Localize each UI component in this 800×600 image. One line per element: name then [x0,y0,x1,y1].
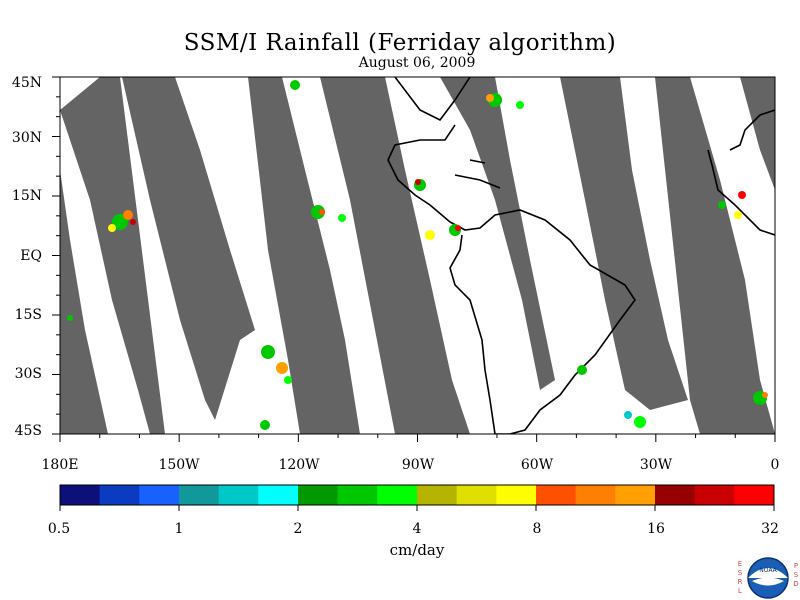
colorbar-swatch [179,485,220,505]
rain-cells [67,80,768,430]
lon-label-180e: 180E [41,457,79,473]
swath-gap-9 [740,77,775,190]
colorbar-swatch [456,485,497,505]
axis-ticks [52,76,776,442]
colorbar-swatch [298,485,339,505]
colorbar-swatch [60,485,101,505]
colorbar-label-1: 1 [174,521,184,537]
rain-cluster-2 [311,205,346,222]
colorbar-swatch [575,485,616,505]
map-date: August 06, 2009 [358,55,476,71]
colorbar-label-32: 32 [761,521,779,537]
colorbar-swatch [337,485,378,505]
colorbar-swatch [536,485,577,505]
swath-gap-3 [122,77,255,420]
lat-label-15s: 15S [14,307,42,323]
no-data-swaths [60,77,775,434]
swath-gap-6 [440,77,555,390]
colorbar-swatch [694,485,735,505]
colorbar-label-0-5: 0.5 [47,521,71,537]
colorbar-swatch [496,485,537,505]
noaa-logo-label: NOAA [759,567,777,574]
coastlines [387,77,775,434]
rain-cluster-4 [290,80,524,109]
colorbar-label-8: 8 [532,521,542,537]
lon-label-90w: 90W [401,457,435,473]
swath-gap-5 [320,77,470,434]
lon-label-150w: 150W [158,457,200,473]
swath-gap-1 [60,77,108,434]
colorbar-label-4: 4 [412,521,422,537]
lon-label-60w: 60W [520,457,554,473]
rain-cluster-3 [414,179,461,240]
colorbar-swatch [734,485,775,505]
swath-gap-2 [60,77,165,434]
swath-gap-8 [655,77,775,434]
caribbean-islands [454,159,501,189]
colorbar-swatch [417,485,458,505]
map-area [60,77,775,434]
noaa-logo-icon: NOAA [747,557,789,599]
rain-cluster-5 [260,345,292,430]
swath-gap-7 [560,77,688,410]
lon-label-30w: 30W [639,457,673,473]
lat-label-eq: EQ [20,248,42,264]
lat-label-15n: 15N [11,188,42,204]
colorbar-swatch [258,485,299,505]
rain-cluster-1 [108,210,136,232]
lon-label-120w: 120W [278,457,320,473]
lat-label-45s: 45S [14,423,42,439]
colorbar-swatch [655,485,696,505]
swath-gap-4 [248,77,360,434]
colorbar-label-16: 16 [647,521,665,537]
map-title: SSM/I Rainfall (Ferriday algorithm) [183,30,617,56]
colorbar-swatch [218,485,259,505]
colorbar-swatch [615,485,656,505]
north-america-coast [387,77,636,434]
africa-coast [707,109,775,236]
lat-label-30s: 30S [14,366,42,382]
colorbar-units: cm/day [389,541,445,559]
rain-cluster-7 [67,191,746,321]
rain-cluster-6 [577,365,768,428]
lat-label-45n: 45N [11,75,42,91]
lon-label-0: 0 [770,457,780,473]
colorbar-swatch [99,485,140,505]
colorbar-swatch [377,485,418,505]
lat-label-30n: 30N [11,130,42,146]
colorbar-swatch [139,485,180,505]
colorbar-label-2: 2 [293,521,303,537]
colorbar [59,484,775,511]
